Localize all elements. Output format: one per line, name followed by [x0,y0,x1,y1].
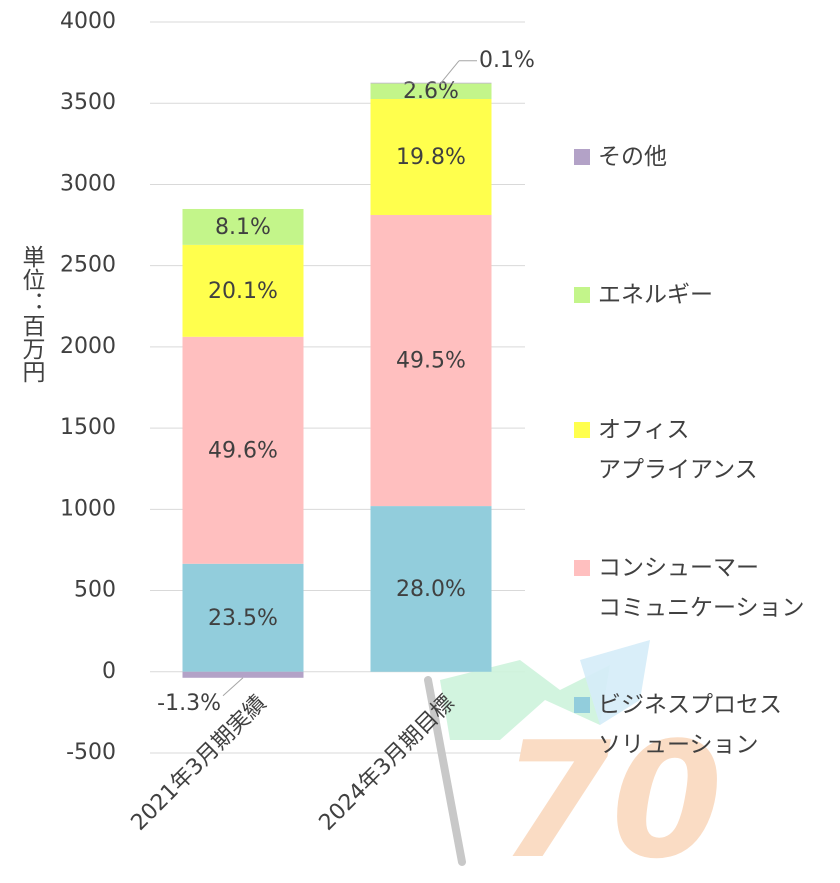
legend-marker [574,287,590,303]
y-tick-label: 1500 [60,415,116,440]
bar-segment [183,672,304,678]
legend-marker [574,149,590,165]
legend-marker [574,422,590,438]
value-label: -1.3% [157,691,221,716]
y-tick-label: 0 [102,659,116,684]
legend-label: エネルギー [598,275,713,315]
value-label: 19.8% [396,145,466,170]
y-tick-label: 2500 [60,253,116,278]
legend-label: コンシューマー コミュニケーション [598,548,805,628]
y-tick-label: 2000 [60,334,116,359]
x-tick-label: 2024年3月期目標 [315,691,460,836]
y-tick-label: -500 [66,740,116,765]
y-tick-label: 4000 [60,9,116,34]
value-label: 49.6% [208,438,278,463]
page: 70 -500050010001500200025003000350040002… [0,0,840,883]
value-label: 20.1% [208,279,278,304]
y-axis-label: 単位：百万円 [14,245,48,383]
legend-marker [574,697,590,713]
y-tick-label: 3000 [60,171,116,196]
legend-label: ビジネスプロセス ソリューション [598,685,782,765]
y-tick-label: 1000 [60,496,116,521]
value-label: 8.1% [215,215,271,240]
value-label: 49.5% [396,349,466,374]
value-label: 28.0% [396,577,466,602]
bar-segment [371,83,492,84]
value-label: 0.1% [479,48,535,73]
leader-line [223,678,243,696]
legend-marker [574,560,590,576]
value-label: 23.5% [208,606,278,631]
y-tick-label: 500 [74,578,116,603]
y-tick-label: 3500 [60,90,116,115]
legend-label: その他 [598,137,667,177]
legend-label: オフィス アプライアンス [598,410,758,490]
